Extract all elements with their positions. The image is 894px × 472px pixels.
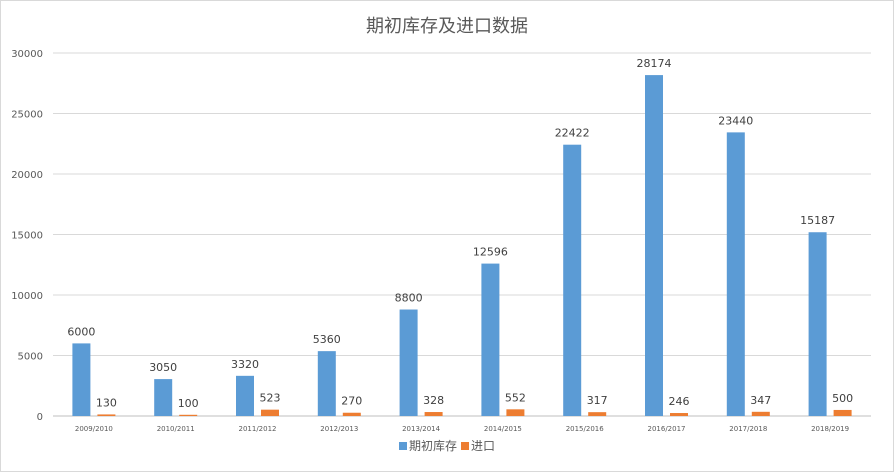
bar-series-1-4 — [424, 412, 443, 416]
bar-series-0-3 — [317, 351, 336, 416]
data-label-series-0-8: 23440 — [718, 114, 753, 127]
data-label-series-1-3: 270 — [341, 395, 362, 408]
bar-series-1-2 — [261, 409, 279, 416]
x-tick-label: 2018/2019 — [811, 425, 849, 433]
data-label-series-1-6: 317 — [587, 394, 608, 407]
legend-item-0[interactable]: 期初库存 — [399, 438, 457, 453]
legend[interactable]: 期初库存 进口 — [399, 438, 495, 453]
x-tick-label: 2016/2017 — [648, 425, 686, 433]
legend-label: 进口 — [471, 439, 495, 453]
bar-series-0-9 — [808, 232, 827, 416]
bar-series-0-4 — [399, 309, 418, 416]
bar-series-0-7 — [645, 75, 663, 416]
legend-item-1[interactable]: 进口 — [461, 439, 495, 453]
data-label-series-0-0: 6000 — [67, 325, 95, 338]
bar-series-0-6 — [563, 144, 582, 417]
data-label-series-1-8: 347 — [750, 394, 771, 407]
bar-series-0-1 — [154, 379, 173, 416]
data-labels: 6000 130 3050 100 3320 523 5360 270 8800 328 12596… — [67, 57, 853, 410]
data-label-series-1-0: 130 — [96, 396, 117, 409]
bar-series-1-9 — [833, 409, 852, 416]
bar-series-1-1 — [179, 414, 198, 416]
data-label-series-1-9: 500 — [832, 392, 853, 405]
data-label-series-1-5: 552 — [505, 391, 526, 404]
y-tick-label: 25000 — [11, 110, 43, 121]
bar-series-1-3 — [342, 412, 361, 416]
data-label-series-0-2: 3320 — [231, 358, 259, 371]
data-label-series-1-7: 246 — [669, 395, 690, 408]
x-tick-label: 2015/2016 — [566, 425, 605, 433]
bar-series-1-8 — [751, 411, 770, 416]
y-tick-label: 5000 — [18, 352, 43, 363]
x-tick-label: 2017/2018 — [729, 425, 767, 433]
x-tick-label: 2014/2015 — [484, 425, 522, 433]
y-axis-tick-labels: 0 5000 10000 15000 20000 25000 30000 — [11, 49, 43, 423]
bar-series-0-8 — [726, 132, 745, 416]
data-label-series-0-6: 22422 — [555, 127, 590, 140]
y-tick-label: 20000 — [11, 170, 43, 181]
x-axis-tick-labels: 2009/2010 2010/2011 2011/2012 2012/2013 2013… — [75, 425, 849, 433]
data-label-series-0-3: 5360 — [313, 333, 341, 346]
y-tick-label: 15000 — [11, 231, 43, 242]
data-label-series-1-2: 523 — [260, 392, 281, 405]
y-tick-label: 30000 — [11, 49, 43, 60]
bar-series-1-5 — [506, 409, 525, 416]
legend-swatch — [461, 442, 470, 450]
bar-series-1-7 — [670, 413, 688, 416]
x-tick-label: 2010/2011 — [157, 425, 195, 433]
data-label-series-0-5: 12596 — [473, 246, 508, 259]
bars — [72, 75, 852, 417]
x-tick-label: 2009/2010 — [75, 425, 113, 433]
chart-title: 期初库存及进口数据 — [366, 16, 528, 37]
bar-series-1-0 — [97, 414, 116, 416]
x-tick-label: 2011/2012 — [239, 425, 277, 433]
data-label-series-0-7: 28174 — [637, 57, 672, 70]
x-tick-label: 2012/2013 — [320, 425, 358, 433]
y-tick-label: 10000 — [11, 291, 43, 302]
y-tick-label: 0 — [37, 412, 43, 423]
bar-series-0-5 — [481, 263, 500, 416]
data-label-series-1-1: 100 — [178, 397, 199, 410]
legend-label: 期初库存 — [409, 438, 457, 453]
bar-series-0-2 — [236, 375, 254, 416]
bar-series-1-6 — [588, 412, 607, 416]
legend-swatch — [399, 442, 407, 450]
data-label-series-1-4: 328 — [423, 394, 444, 407]
bar-series-0-0 — [72, 343, 91, 416]
gridlines — [53, 52, 871, 417]
data-label-series-0-9: 15187 — [800, 214, 835, 227]
data-label-series-0-1: 3050 — [149, 361, 177, 374]
x-tick-label: 2013/2014 — [402, 425, 441, 433]
data-label-series-0-4: 8800 — [395, 292, 423, 305]
